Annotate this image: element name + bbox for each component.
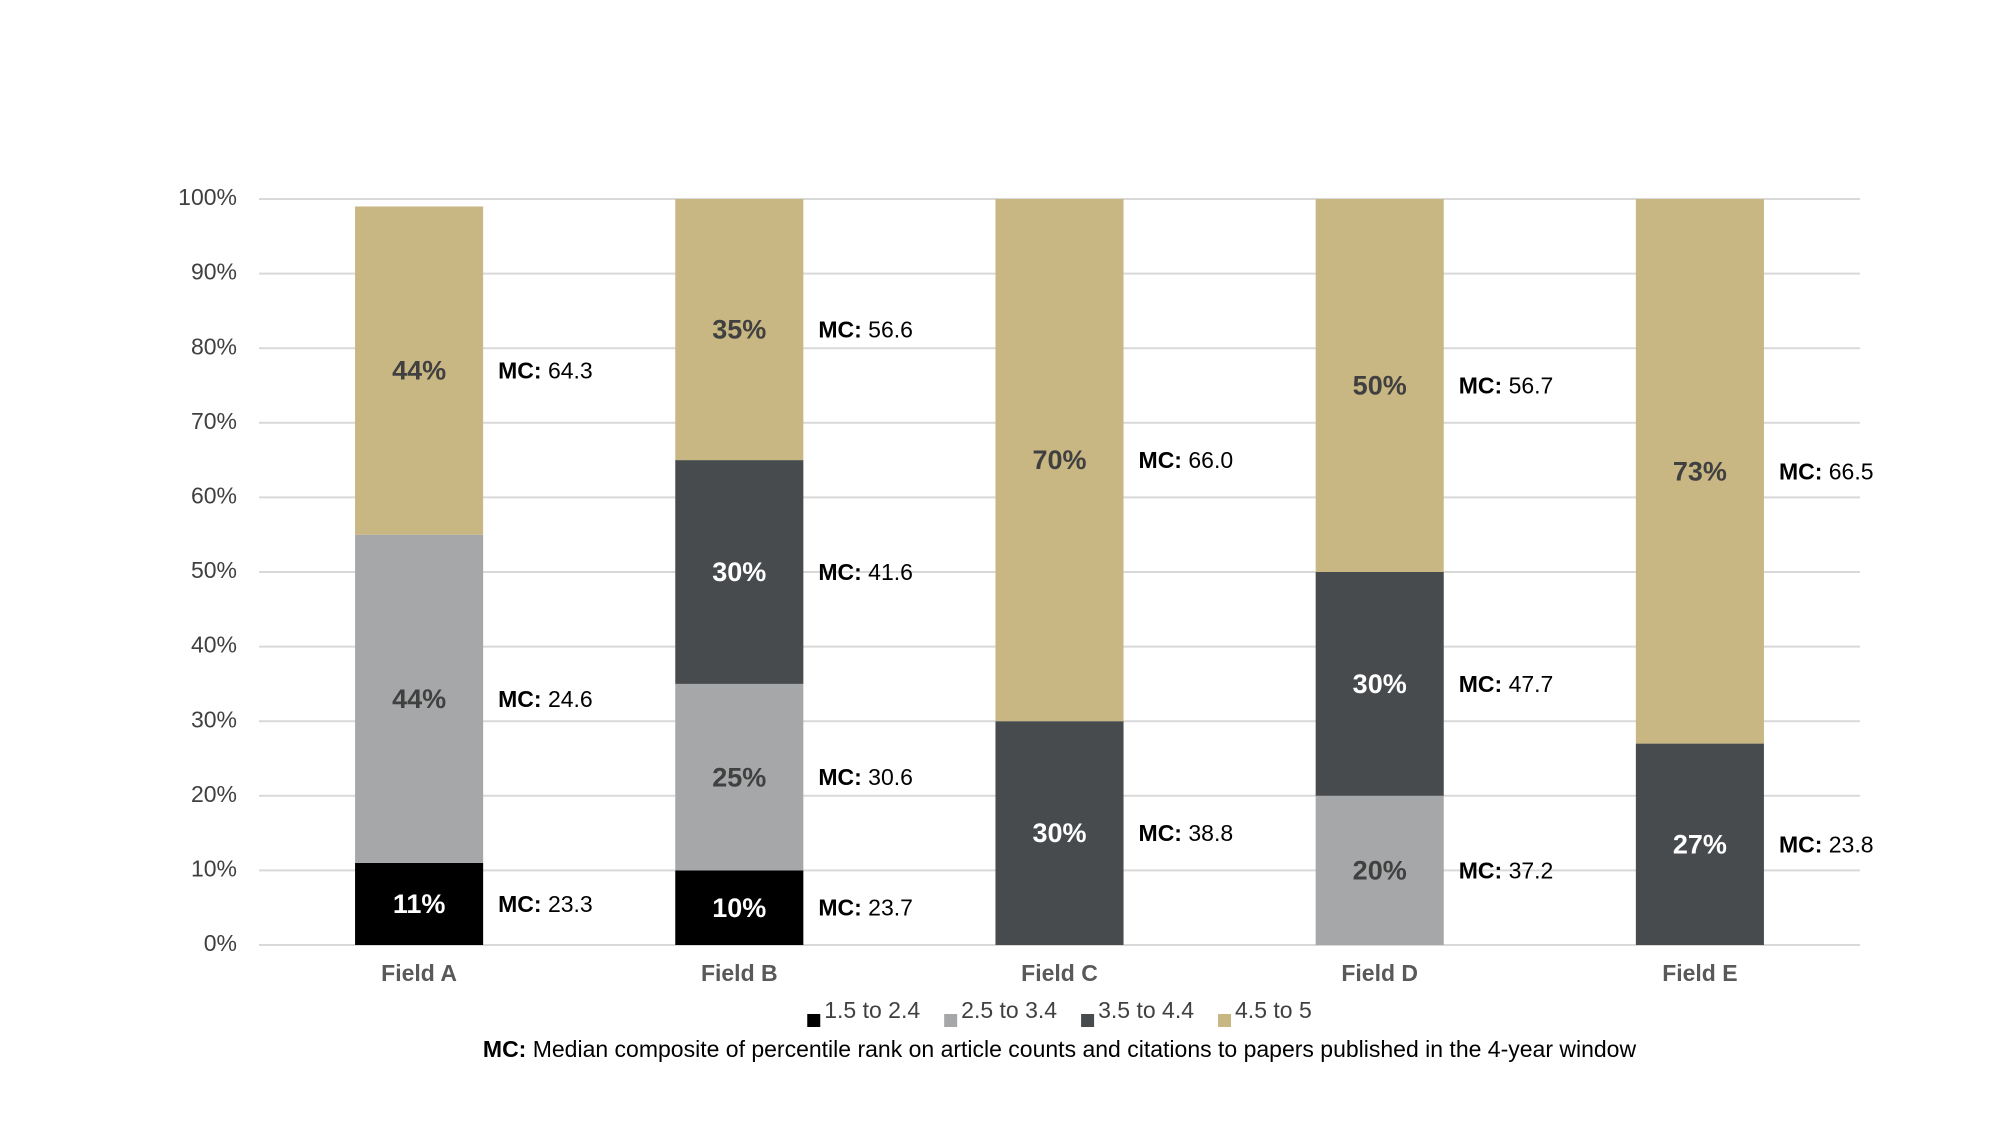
mc-prefix: MC: [498, 891, 541, 917]
mc-label: MC: 56.7 [1459, 373, 1554, 399]
mc-label: MC: 30.6 [818, 764, 913, 790]
x-tick-label: Field C [1021, 960, 1098, 986]
mc-value: 56.7 [1509, 373, 1554, 399]
legend-label: 2.5 to 3.4 [961, 997, 1057, 1023]
data-label: 73% [1673, 456, 1727, 486]
data-label: 50% [1353, 371, 1407, 401]
bar-segment [355, 206, 484, 535]
legend-swatch [944, 1014, 958, 1027]
mc-prefix: MC: [498, 358, 541, 384]
mc-prefix: MC: [818, 559, 861, 585]
mc-label: MC: 23.8 [1779, 831, 1874, 857]
data-label: 30% [1353, 669, 1407, 699]
legend-label: 4.5 to 5 [1235, 997, 1312, 1023]
y-tick-label: 70% [191, 408, 237, 434]
bar-segment [675, 683, 804, 871]
mc-prefix: MC: [498, 686, 541, 712]
data-label: 27% [1673, 829, 1727, 859]
mc-value: 24.6 [548, 686, 593, 712]
bar-segment [1315, 199, 1444, 572]
mc-label: MC: 38.8 [1139, 820, 1234, 846]
y-tick-label: 80% [191, 333, 237, 359]
bar-segment [1635, 199, 1764, 744]
mc-prefix: MC: [818, 895, 861, 921]
data-label: 35% [712, 315, 766, 345]
y-tick-label: 30% [191, 706, 237, 732]
y-tick-label: 0% [204, 930, 237, 956]
mc-value: 66.5 [1829, 458, 1874, 484]
bar-segment [1315, 572, 1444, 796]
data-label: 25% [712, 762, 766, 792]
mc-label: MC: 66.0 [1139, 447, 1234, 473]
mc-label: MC: 24.6 [498, 686, 593, 712]
mc-value: 64.3 [548, 358, 593, 384]
bar-segment [355, 534, 484, 863]
mc-value: 23.7 [868, 895, 913, 921]
mc-label: MC: 23.7 [818, 895, 913, 921]
bar-segment [675, 460, 804, 684]
y-tick-label: 100% [178, 184, 237, 210]
mc-value: 38.8 [1188, 820, 1233, 846]
bar-segment [675, 199, 804, 461]
mc-prefix: MC: [1459, 373, 1502, 399]
mc-prefix: MC: [818, 317, 861, 343]
mc-prefix: MC: [1139, 447, 1182, 473]
y-tick-label: 10% [191, 855, 237, 881]
mc-prefix: MC: [1779, 831, 1822, 857]
mc-label: MC: 66.5 [1779, 458, 1874, 484]
data-label: 20% [1353, 856, 1407, 886]
data-label: 30% [712, 557, 766, 587]
mc-label: MC: 64.3 [498, 358, 593, 384]
y-tick-label: 20% [191, 781, 237, 807]
footnote-text: Median composite of percentile rank on a… [533, 1036, 1637, 1062]
legend-label: 1.5 to 2.4 [824, 997, 920, 1023]
mc-value: 56.6 [868, 317, 913, 343]
data-label: 11% [393, 889, 446, 919]
mc-prefix: MC: [818, 764, 861, 790]
mc-label: MC: 37.2 [1459, 857, 1554, 883]
mc-prefix: MC: [1459, 671, 1502, 697]
data-label: 44% [392, 356, 446, 386]
mc-value: 30.6 [868, 764, 913, 790]
bar-segment [675, 870, 804, 945]
data-label: 70% [1032, 445, 1086, 475]
legend-swatch [1218, 1014, 1232, 1027]
y-tick-label: 40% [191, 632, 237, 658]
legend: 1.5 to 2.4 2.5 to 3.4 3.5 to 4.4 4.5 to 5 [807, 997, 1312, 1027]
mc-label: MC: 47.7 [1459, 671, 1554, 697]
mc-value: 66.0 [1188, 447, 1233, 473]
x-tick-label: Field E [1662, 960, 1737, 986]
data-label: 30% [1032, 818, 1086, 848]
mc-label: MC: 41.6 [818, 559, 913, 585]
bar-segment [355, 862, 484, 945]
bar-segment [1635, 743, 1764, 945]
data-label: 44% [392, 684, 446, 714]
x-tick-label: Field D [1341, 960, 1418, 986]
bar-segment [995, 199, 1124, 722]
bar-segment [995, 721, 1124, 945]
legend-swatch [807, 1014, 821, 1027]
footnote: MC: Median composite of percentile rank … [483, 1036, 1637, 1062]
legend-label: 3.5 to 4.4 [1098, 997, 1194, 1023]
mc-prefix: MC: [1139, 820, 1182, 846]
x-tick-label: Field A [381, 960, 457, 986]
mc-prefix: MC: [1779, 458, 1822, 484]
x-tick-label: Field B [701, 960, 778, 986]
mc-value: 47.7 [1509, 671, 1554, 697]
mc-value: 37.2 [1509, 857, 1554, 883]
data-label: 10% [712, 893, 766, 923]
mc-value: 23.8 [1829, 831, 1874, 857]
mc-label: MC: 56.6 [818, 317, 913, 343]
y-tick-label: 50% [191, 557, 237, 583]
footnote-prefix: MC: [483, 1036, 526, 1062]
y-tick-label: 90% [191, 259, 237, 285]
mc-label: MC: 23.3 [498, 891, 593, 917]
mc-value: 23.3 [548, 891, 593, 917]
mc-prefix: MC: [1459, 857, 1502, 883]
y-tick-label: 60% [191, 482, 237, 508]
mc-value: 41.6 [868, 559, 913, 585]
bar-segment [1315, 795, 1444, 945]
legend-swatch [1081, 1014, 1095, 1027]
